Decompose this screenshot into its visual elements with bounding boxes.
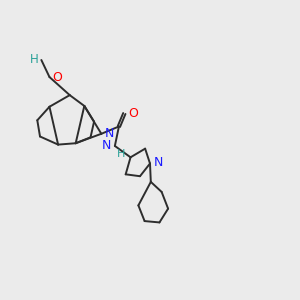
Text: H: H <box>30 53 39 66</box>
Text: N: N <box>101 139 111 152</box>
Text: N: N <box>105 127 114 140</box>
Text: N: N <box>154 156 164 169</box>
Text: H: H <box>116 149 125 159</box>
Text: O: O <box>128 107 138 120</box>
Text: O: O <box>53 70 63 83</box>
